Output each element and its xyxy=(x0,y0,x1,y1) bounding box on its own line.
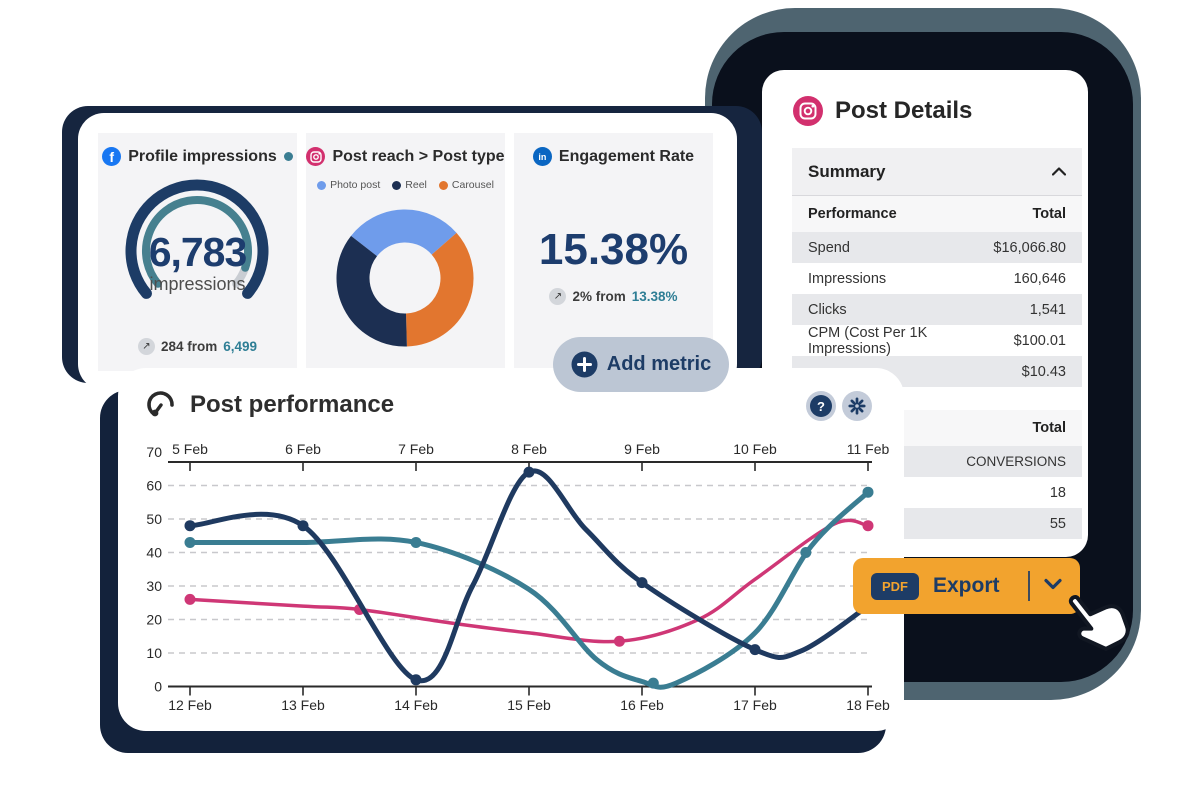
trend-up-icon: ↗ xyxy=(137,338,155,355)
svg-text:6 Feb: 6 Feb xyxy=(285,441,321,457)
plus-circle-icon xyxy=(571,351,598,378)
impressions-gauge-chart xyxy=(125,179,269,299)
table-row: 18 xyxy=(1049,484,1066,501)
donut-legend: Photo post Reel Carousel xyxy=(306,179,505,191)
help-button[interactable]: ? xyxy=(806,391,836,421)
hand-cursor-icon xyxy=(1068,595,1130,651)
performance-table-body: Spend $16,066.80 Impressions 160,646 Clicks 1… xyxy=(792,232,1082,387)
export-button[interactable]: PDF Export xyxy=(853,558,1080,614)
facebook-icon: f xyxy=(102,147,122,166)
svg-text:30: 30 xyxy=(146,578,162,594)
legend-dot-icon xyxy=(438,180,448,190)
question-mark-icon: ? xyxy=(810,395,832,417)
svg-text:17 Feb: 17 Feb xyxy=(733,697,777,713)
delta-previous-value: 6,499 xyxy=(223,339,258,354)
summary-section-header[interactable]: Summary xyxy=(792,148,1082,196)
svg-text:20: 20 xyxy=(146,612,162,628)
post-performance-line-chart: 5 Feb 12 Feb 6 Feb 13 Feb 7 Feb 14 Feb 8 Feb 15… xyxy=(146,441,890,713)
widget-title: Post reach > Post type xyxy=(332,147,505,165)
post-type-donut-chart xyxy=(336,209,474,347)
svg-text:60: 60 xyxy=(146,478,162,494)
add-metric-button[interactable]: Add metric xyxy=(553,337,729,392)
svg-text:9 Feb: 9 Feb xyxy=(624,441,660,457)
table-row: Spend $16,066.80 xyxy=(792,232,1082,263)
metrics-card: f Profile impressions 6,783 impressions … xyxy=(78,113,737,390)
widget-post-reach: Post reach > Post type Photo post Reel Car… xyxy=(306,133,505,371)
column-header-total: Total xyxy=(1032,206,1066,222)
delta-text: 2% from xyxy=(572,289,626,304)
instagram-icon xyxy=(793,96,823,126)
svg-text:16 Feb: 16 Feb xyxy=(620,697,664,713)
svg-text:11 Feb: 11 Feb xyxy=(847,441,890,457)
column-header-total-2: Total xyxy=(1032,420,1066,436)
status-dot-icon xyxy=(283,152,293,161)
delta-previous-value: 13.38% xyxy=(631,289,678,304)
widget-profile-impressions: f Profile impressions 6,783 impressions … xyxy=(98,133,297,371)
widget-title: Engagement Rate xyxy=(558,147,695,165)
panel-title: Post Details xyxy=(835,97,973,124)
svg-text:40: 40 xyxy=(146,545,162,561)
instagram-icon xyxy=(306,147,326,166)
svg-text:18 Feb: 18 Feb xyxy=(846,697,890,713)
gauge-value: 6,783 xyxy=(148,229,248,275)
trend-up-icon: ↗ xyxy=(549,288,567,305)
svg-text:50: 50 xyxy=(146,511,162,527)
linkedin-icon: in xyxy=(532,147,552,166)
svg-text:70: 70 xyxy=(146,444,162,460)
chevron-down-icon[interactable] xyxy=(1044,577,1062,595)
gauge-unit-label: impressions xyxy=(149,274,246,294)
gear-icon xyxy=(848,397,866,415)
svg-text:13 Feb: 13 Feb xyxy=(281,697,325,713)
gauge-meter-icon xyxy=(147,391,174,417)
delta-text: 284 from xyxy=(160,339,218,354)
legend-item: Photo post xyxy=(317,179,380,191)
table-row: CPM (Cost Per 1K Impressions) $100.01 xyxy=(808,324,1066,357)
button-divider xyxy=(1028,571,1030,601)
summary-label: Summary xyxy=(808,161,886,181)
performance-table-header: Performance Total xyxy=(792,196,1082,232)
chart-title: Post performance xyxy=(190,391,395,418)
export-label: Export xyxy=(933,574,1000,597)
widget-engagement-rate: in Engagement Rate 15.38% ↗ 2% from 13.3… xyxy=(514,133,713,371)
legend-item: Carousel xyxy=(438,179,494,191)
engagement-rate-value: 15.38% xyxy=(538,225,689,274)
svg-text:14 Feb: 14 Feb xyxy=(394,697,438,713)
svg-text:5 Feb: 5 Feb xyxy=(172,441,208,457)
widget-title: Profile impressions xyxy=(128,147,277,165)
post-performance-card: Post performance ? 5 Feb 12 Feb 6 Feb 13 xyxy=(118,368,904,731)
settings-button[interactable] xyxy=(842,391,872,421)
table-row: Impressions 160,646 xyxy=(808,270,1066,287)
add-metric-label: Add metric xyxy=(606,353,712,375)
svg-text:0: 0 xyxy=(154,679,162,695)
svg-text:7 Feb: 7 Feb xyxy=(398,441,434,457)
svg-text:8 Feb: 8 Feb xyxy=(511,441,547,457)
legend-dot-icon xyxy=(317,180,327,190)
table-row: Clicks 1,541 xyxy=(792,294,1082,325)
legend-item: Reel xyxy=(392,179,427,191)
legend-dot-icon xyxy=(392,180,402,190)
svg-text:10: 10 xyxy=(146,645,162,661)
pdf-badge: PDF xyxy=(871,572,919,600)
svg-text:10 Feb: 10 Feb xyxy=(733,441,777,457)
svg-text:12 Feb: 12 Feb xyxy=(168,697,212,713)
chevron-up-icon[interactable] xyxy=(1052,167,1066,176)
column-header-performance: Performance xyxy=(808,206,897,222)
svg-text:15 Feb: 15 Feb xyxy=(507,697,551,713)
